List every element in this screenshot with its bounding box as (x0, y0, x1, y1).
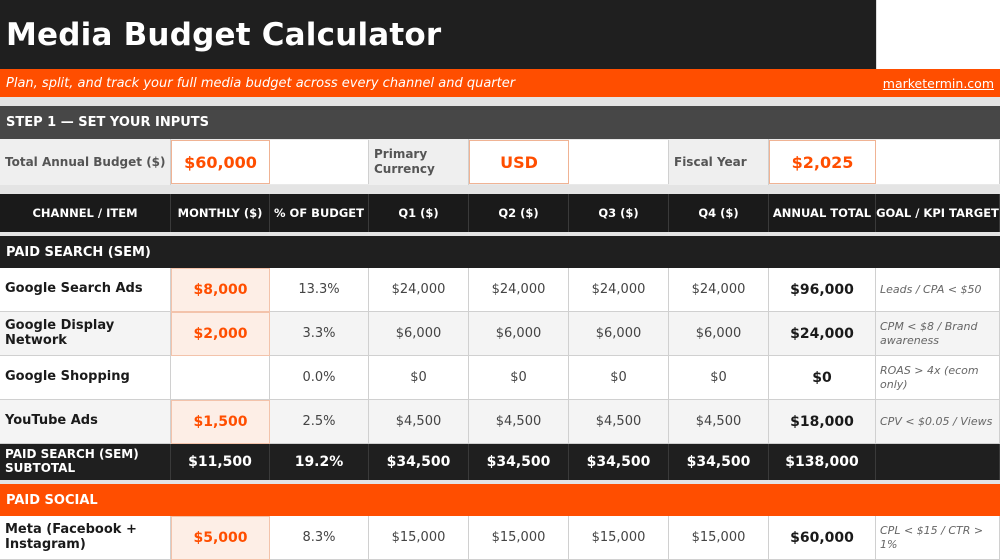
spacer-row (0, 232, 1000, 236)
kpi-cell[interactable]: CPL < $15 / CTR > 1% (876, 516, 1000, 560)
kpi-cell[interactable]: CPM < $8 / Brand awareness (876, 312, 1000, 356)
q3-cell[interactable]: $6,000 (569, 312, 669, 356)
section-label: PAID SEARCH (SEM) (6, 244, 151, 260)
site-link[interactable]: marketermin.com (882, 75, 994, 91)
q4-cell[interactable]: $6,000 (669, 312, 769, 356)
pct-cell[interactable]: 8.3% (270, 516, 369, 560)
step1-header: STEP 1 — SET YOUR INPUTS (0, 106, 1000, 139)
section-label: PAID SOCIAL (6, 492, 98, 508)
subtotal-q1[interactable]: $34,500 (369, 444, 469, 480)
q4-cell[interactable]: $4,500 (669, 400, 769, 444)
spacer-row (0, 185, 1000, 194)
kpi-cell[interactable]: CPV < $0.05 / Views (876, 400, 1000, 444)
spacer-row (0, 97, 1000, 106)
q2-cell[interactable]: $0 (469, 356, 569, 400)
subtotal-kpi[interactable] (876, 444, 1000, 480)
table-row: Google Display Network $2,000 3.3% $6,00… (0, 312, 1000, 356)
q1-cell[interactable]: $15,000 (369, 516, 469, 560)
col-header-q1[interactable]: Q1 ($) (369, 194, 469, 232)
pct-cell[interactable]: 13.3% (270, 268, 369, 312)
col-header-annual[interactable]: ANNUAL TOTAL (769, 194, 876, 232)
subtotal-monthly[interactable]: $11,500 (171, 444, 270, 480)
currency-label: Primary Currency (369, 139, 469, 185)
channel-cell[interactable]: Google Shopping (0, 356, 171, 400)
q3-cell[interactable]: $24,000 (569, 268, 669, 312)
monthly-input[interactable]: $8,000 (171, 268, 270, 312)
section-header-paid-search: PAID SEARCH (SEM) (0, 236, 1000, 268)
annual-cell[interactable]: $96,000 (769, 268, 876, 312)
q3-cell[interactable]: $0 (569, 356, 669, 400)
q3-cell[interactable]: $15,000 (569, 516, 669, 560)
col-header-monthly[interactable]: MONTHLY ($) (171, 194, 270, 232)
column-header-row: CHANNEL / ITEM MONTHLY ($) % OF BUDGET Q… (0, 194, 1000, 232)
title-cell[interactable]: Media Budget Calculator (0, 0, 876, 69)
pct-cell[interactable]: 0.0% (270, 356, 369, 400)
empty-cell[interactable] (569, 140, 669, 184)
inputs-row: Total Annual Budget ($) $60,000 Primary … (0, 139, 1000, 185)
table-row: Google Search Ads $8,000 13.3% $24,000 $… (0, 268, 1000, 312)
table-row: Meta (Facebook + Instagram) $5,000 8.3% … (0, 516, 1000, 560)
subtitle-band: Plan, split, and track your full media b… (0, 69, 1000, 97)
monthly-input[interactable]: $5,000 (171, 516, 270, 560)
q4-cell[interactable]: $15,000 (669, 516, 769, 560)
pct-cell[interactable]: 2.5% (270, 400, 369, 444)
annual-cell[interactable]: $0 (769, 356, 876, 400)
spacer-row (0, 480, 1000, 484)
q3-cell[interactable]: $4,500 (569, 400, 669, 444)
channel-cell[interactable]: Google Display Network (0, 312, 171, 356)
table-row: YouTube Ads $1,500 2.5% $4,500 $4,500 $4… (0, 400, 1000, 444)
kpi-cell[interactable]: Leads / CPA < $50 (876, 268, 1000, 312)
col-header-channel[interactable]: CHANNEL / ITEM (0, 194, 171, 232)
annual-cell[interactable]: $60,000 (769, 516, 876, 560)
section-header-paid-social: PAID SOCIAL (0, 484, 1000, 516)
col-header-q3[interactable]: Q3 ($) (569, 194, 669, 232)
empty-cell[interactable] (876, 0, 1000, 69)
subtotal-q3[interactable]: $34,500 (569, 444, 669, 480)
monthly-input[interactable]: $1,500 (171, 400, 270, 444)
subtotal-pct[interactable]: 19.2% (270, 444, 369, 480)
currency-input[interactable]: USD (469, 140, 569, 184)
table-row: Google Shopping 0.0% $0 $0 $0 $0 $0 ROAS… (0, 356, 1000, 400)
q2-cell[interactable]: $15,000 (469, 516, 569, 560)
q2-cell[interactable]: $6,000 (469, 312, 569, 356)
fiscal-year-label: Fiscal Year (669, 139, 769, 185)
channel-cell[interactable]: YouTube Ads (0, 400, 171, 444)
budget-input[interactable]: $60,000 (171, 140, 270, 184)
q2-cell[interactable]: $4,500 (469, 400, 569, 444)
annual-cell[interactable]: $24,000 (769, 312, 876, 356)
annual-cell[interactable]: $18,000 (769, 400, 876, 444)
col-header-q2[interactable]: Q2 ($) (469, 194, 569, 232)
q1-cell[interactable]: $4,500 (369, 400, 469, 444)
q4-cell[interactable]: $0 (669, 356, 769, 400)
channel-cell[interactable]: Google Search Ads (0, 268, 171, 312)
title-band: Media Budget Calculator (0, 0, 1000, 69)
q2-cell[interactable]: $24,000 (469, 268, 569, 312)
q1-cell[interactable]: $0 (369, 356, 469, 400)
q4-cell[interactable]: $24,000 (669, 268, 769, 312)
subtotal-q2[interactable]: $34,500 (469, 444, 569, 480)
monthly-input[interactable]: $2,000 (171, 312, 270, 356)
subtotal-label[interactable]: PAID SEARCH (SEM) SUBTOTAL (0, 444, 171, 480)
page-title: Media Budget Calculator (6, 16, 442, 53)
subtotal-annual[interactable]: $138,000 (769, 444, 876, 480)
subtotal-q4[interactable]: $34,500 (669, 444, 769, 480)
step1-label: STEP 1 — SET YOUR INPUTS (6, 115, 210, 130)
subtotal-row: PAID SEARCH (SEM) SUBTOTAL $11,500 19.2%… (0, 444, 1000, 480)
fiscal-year-input[interactable]: $2,025 (769, 140, 876, 184)
col-header-q4[interactable]: Q4 ($) (669, 194, 769, 232)
empty-cell[interactable] (270, 140, 369, 184)
budget-label: Total Annual Budget ($) (0, 139, 171, 185)
page-subtitle: Plan, split, and track your full media b… (6, 75, 516, 91)
pct-cell[interactable]: 3.3% (270, 312, 369, 356)
kpi-cell[interactable]: ROAS > 4x (ecom only) (876, 356, 1000, 400)
monthly-input[interactable] (171, 356, 270, 400)
channel-cell[interactable]: Meta (Facebook + Instagram) (0, 516, 171, 560)
empty-cell[interactable] (876, 140, 1000, 184)
q1-cell[interactable]: $6,000 (369, 312, 469, 356)
q1-cell[interactable]: $24,000 (369, 268, 469, 312)
col-header-pct[interactable]: % OF BUDGET (270, 194, 369, 232)
col-header-kpi[interactable]: GOAL / KPI TARGET (876, 194, 1000, 232)
